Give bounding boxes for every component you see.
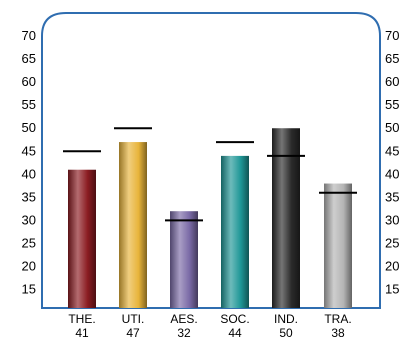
value-label: 41 xyxy=(75,326,89,337)
left-y-tick-label: 40 xyxy=(22,166,36,181)
left-y-axis: 15 20 25 30 35 40 45 50 55 60 65 70 xyxy=(22,28,36,297)
left-y-tick-label: 60 xyxy=(22,74,36,89)
left-y-tick-label: 70 xyxy=(22,28,36,43)
left-y-tick-label: 55 xyxy=(22,97,36,112)
bar xyxy=(221,155,249,308)
left-y-tick-label: 65 xyxy=(22,51,36,66)
bar xyxy=(68,169,96,308)
benchmark-lines-group xyxy=(63,127,357,222)
left-y-tick-label: 30 xyxy=(22,212,36,227)
right-y-tick-label: 45 xyxy=(385,143,399,158)
left-y-tick-label: 20 xyxy=(22,259,36,274)
x-axis-labels: THE.41 UTI.47 AES.32 SOC.44 IND.50 TRA.38 xyxy=(68,312,351,337)
right-y-tick-label: 25 xyxy=(385,235,399,250)
category-label: TRA. xyxy=(324,312,351,326)
category-label: UTI. xyxy=(122,312,145,326)
right-y-tick-label: 65 xyxy=(385,51,399,66)
right-y-tick-label: 60 xyxy=(385,74,399,89)
value-label: 38 xyxy=(331,326,345,337)
category-label: SOC. xyxy=(220,312,249,326)
right-y-tick-label: 70 xyxy=(385,28,399,43)
right-y-tick-label: 40 xyxy=(385,166,399,181)
left-y-tick-label: 35 xyxy=(22,189,36,204)
left-y-tick-label: 45 xyxy=(22,143,36,158)
right-y-tick-label: 50 xyxy=(385,120,399,135)
value-label: 50 xyxy=(279,326,293,337)
left-y-tick-label: 25 xyxy=(22,235,36,250)
bars-group xyxy=(68,128,352,308)
category-label: THE. xyxy=(68,312,95,326)
bar xyxy=(170,211,198,308)
category-label: IND. xyxy=(274,312,298,326)
category-label: AES. xyxy=(170,312,197,326)
right-y-tick-label: 20 xyxy=(385,259,399,274)
right-y-tick-label: 55 xyxy=(385,97,399,112)
right-y-axis: 15 20 25 30 35 40 45 50 55 60 65 70 xyxy=(385,28,399,297)
right-y-tick-label: 35 xyxy=(385,189,399,204)
bar xyxy=(324,183,352,308)
value-label: 32 xyxy=(177,326,191,337)
value-label: 44 xyxy=(228,326,242,337)
right-y-tick-label: 30 xyxy=(385,212,399,227)
bar xyxy=(272,128,300,308)
right-y-tick-label: 15 xyxy=(385,282,399,297)
value-label: 47 xyxy=(126,326,140,337)
left-y-tick-label: 15 xyxy=(22,282,36,297)
left-y-tick-label: 50 xyxy=(22,120,36,135)
bar xyxy=(119,142,147,308)
